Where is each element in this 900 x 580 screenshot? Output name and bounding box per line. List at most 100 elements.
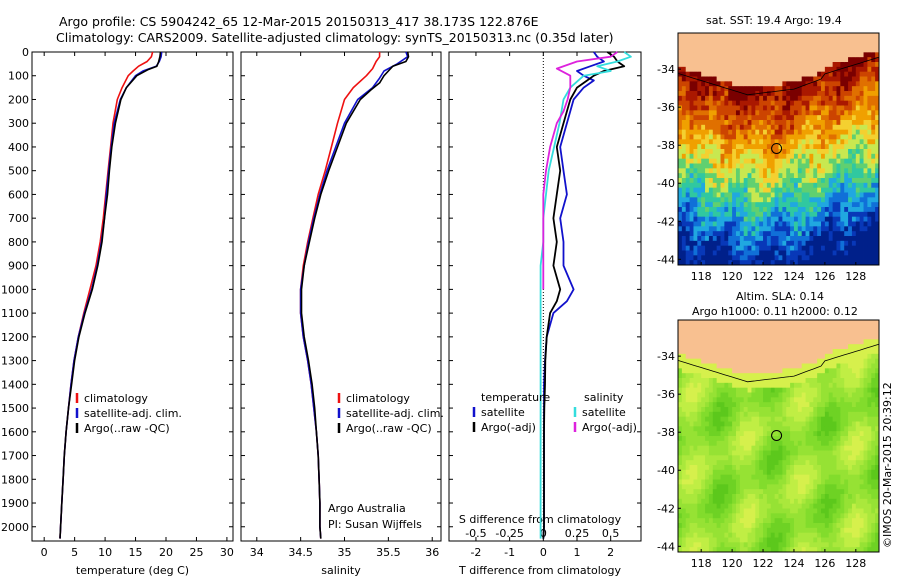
map-cell bbox=[724, 513, 729, 519]
map-cell bbox=[678, 42, 683, 48]
map-cell bbox=[828, 86, 834, 92]
map-cell bbox=[728, 33, 733, 39]
map-cell bbox=[678, 250, 683, 256]
map-cell bbox=[743, 387, 748, 393]
map-cell bbox=[693, 334, 698, 340]
map-cell bbox=[701, 537, 706, 543]
map-cell bbox=[693, 91, 698, 97]
map-cell bbox=[751, 460, 756, 466]
map-cell bbox=[732, 182, 737, 189]
map-cell bbox=[678, 503, 683, 509]
map-cell bbox=[755, 173, 760, 179]
map-cell bbox=[863, 52, 868, 58]
map-cell bbox=[790, 523, 795, 529]
map-cell bbox=[855, 260, 861, 266]
map-cell bbox=[851, 494, 857, 500]
map-cell bbox=[732, 153, 737, 160]
map-cell bbox=[786, 71, 791, 77]
map-cell bbox=[681, 513, 687, 519]
map-cell bbox=[716, 71, 721, 77]
map-cell bbox=[840, 489, 845, 495]
map-cell bbox=[751, 240, 756, 247]
map-cell bbox=[759, 182, 764, 189]
map-cell bbox=[739, 211, 745, 218]
map-cell bbox=[797, 255, 803, 261]
map-cell bbox=[759, 387, 764, 393]
map-cell bbox=[705, 392, 710, 398]
map-cell bbox=[747, 178, 752, 184]
map-cell bbox=[697, 426, 702, 432]
map-cell bbox=[871, 260, 876, 266]
map-cell bbox=[732, 240, 737, 247]
map-cell bbox=[708, 402, 714, 408]
map-cell bbox=[701, 245, 706, 251]
map-cell bbox=[805, 411, 810, 418]
map-cell bbox=[705, 421, 710, 427]
map-cell bbox=[763, 33, 768, 39]
map-cell bbox=[759, 216, 764, 222]
map-cell bbox=[851, 344, 857, 350]
map-cell bbox=[701, 158, 706, 164]
map-cell bbox=[689, 334, 694, 340]
map-cell bbox=[743, 86, 748, 92]
map-cell bbox=[851, 339, 857, 345]
map-cell bbox=[720, 489, 725, 495]
map-cell bbox=[751, 95, 756, 102]
map-cell bbox=[774, 537, 779, 543]
map-cell bbox=[813, 542, 818, 548]
map-cell bbox=[728, 47, 733, 53]
map-cell bbox=[739, 57, 745, 63]
map-cell bbox=[685, 110, 690, 116]
map-cell bbox=[755, 523, 760, 529]
map-cell bbox=[821, 163, 826, 169]
map-cell bbox=[793, 358, 799, 364]
map-cell bbox=[793, 173, 799, 179]
map-cell bbox=[728, 450, 733, 456]
map-cell bbox=[720, 324, 725, 331]
map-cell bbox=[832, 450, 837, 456]
map-cell bbox=[774, 436, 779, 442]
map-cell bbox=[848, 33, 853, 39]
map-cell bbox=[739, 240, 745, 247]
map-cell bbox=[793, 382, 799, 389]
map-cell bbox=[693, 236, 698, 242]
map-cell bbox=[805, 260, 810, 266]
map-cell bbox=[840, 508, 845, 514]
map-cell bbox=[678, 426, 683, 432]
map-cell bbox=[848, 192, 853, 198]
map-cell bbox=[678, 240, 683, 247]
map-cell bbox=[859, 86, 864, 92]
map-cell bbox=[793, 197, 799, 203]
map-cell bbox=[697, 537, 702, 543]
map-cell bbox=[848, 465, 853, 471]
map-cell bbox=[848, 255, 853, 261]
map-cell bbox=[786, 105, 791, 111]
map-cell bbox=[766, 324, 772, 331]
map-cell bbox=[701, 124, 706, 131]
map-cell bbox=[793, 144, 799, 150]
map-cell bbox=[724, 484, 729, 490]
map-cell bbox=[685, 484, 690, 490]
map-cell bbox=[774, 498, 779, 505]
map-cell bbox=[701, 508, 706, 514]
map-cell bbox=[859, 207, 864, 213]
map-cell bbox=[693, 207, 698, 213]
map-cell bbox=[685, 465, 690, 471]
map-cell bbox=[708, 532, 714, 538]
map-cell bbox=[728, 149, 733, 155]
map-cell bbox=[697, 211, 702, 218]
salinity-panel: 34 34.5 35 35.5 36salinityclimatologysatelli… bbox=[240, 51, 444, 577]
map-cell bbox=[681, 479, 687, 485]
legend-label: climatology bbox=[346, 392, 410, 405]
map-cell bbox=[720, 134, 725, 140]
map-cell bbox=[801, 547, 806, 553]
map-cell bbox=[693, 440, 698, 447]
map-cell bbox=[824, 349, 830, 355]
map-cell bbox=[821, 115, 826, 121]
map-cell bbox=[751, 358, 756, 364]
map-cell bbox=[774, 494, 779, 500]
map-cell bbox=[732, 197, 737, 203]
map-cell bbox=[685, 436, 690, 442]
map-cell bbox=[705, 66, 710, 73]
map-cell bbox=[832, 144, 837, 150]
